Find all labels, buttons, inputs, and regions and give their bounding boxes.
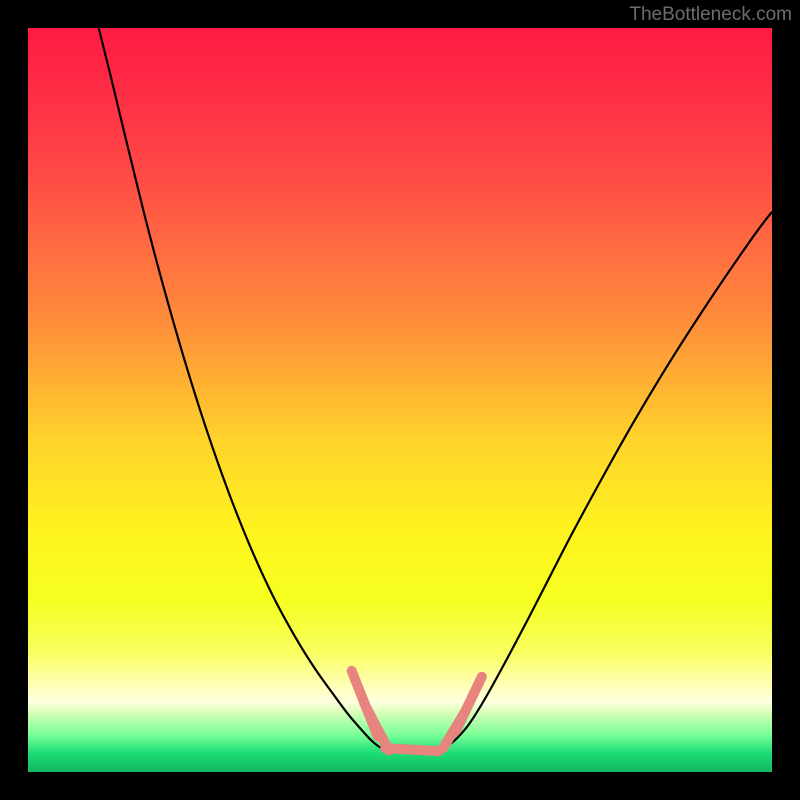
bottleneck-curve bbox=[99, 28, 772, 753]
curves-layer bbox=[28, 28, 772, 772]
highlight-segment bbox=[385, 748, 439, 751]
plot-area bbox=[28, 28, 772, 772]
watermark-text: TheBottleneck.com bbox=[629, 4, 792, 26]
chart-container: TheBottleneck.com bbox=[0, 0, 800, 800]
